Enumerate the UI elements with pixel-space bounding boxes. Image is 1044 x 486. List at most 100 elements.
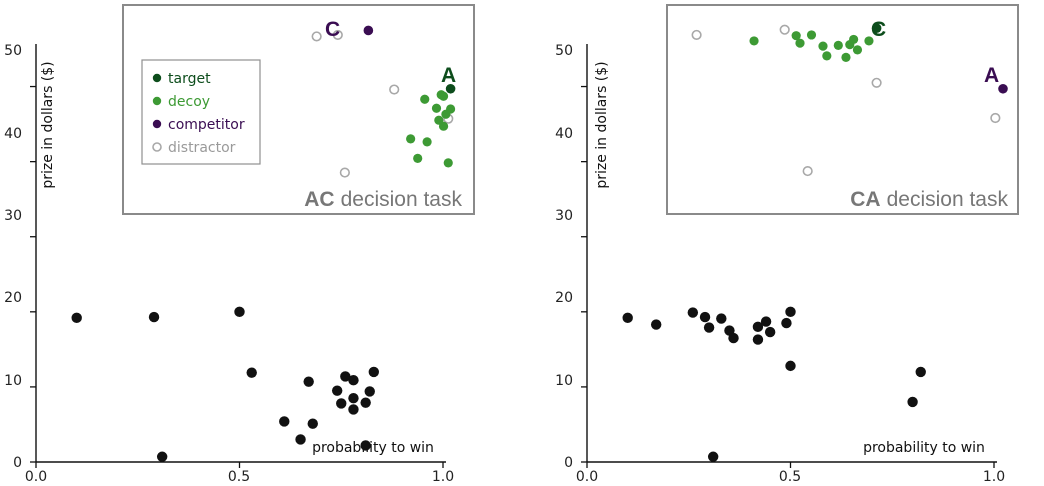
distractor-point (311, 31, 322, 42)
data-point (364, 386, 375, 397)
data-point (650, 319, 662, 330)
decoy-point (438, 91, 449, 101)
x-tick-label: 1.0 (983, 469, 1005, 485)
data-point (234, 306, 245, 318)
decoy-point (833, 40, 843, 51)
scatter-points (622, 306, 926, 462)
target-point (445, 83, 456, 94)
axis-ticks (30, 85, 444, 468)
inset-ca: C A CA decision task (666, 4, 1019, 215)
data-point (622, 312, 633, 324)
legend-competitor-marker (152, 119, 162, 129)
y-tick-label: 30 (555, 208, 573, 224)
decoy-point (806, 30, 817, 40)
data-point (348, 374, 359, 386)
data-point (728, 332, 739, 344)
y-tick-label: 0 (564, 455, 573, 471)
competitor-point (363, 25, 374, 36)
data-point (707, 451, 719, 462)
data-point (687, 307, 699, 318)
data-point (785, 360, 796, 372)
scatter-points (71, 306, 380, 462)
task-rest: decision task (341, 188, 463, 211)
data-point (752, 321, 764, 333)
decoy-point (443, 158, 453, 168)
decoy-point (791, 31, 801, 41)
x-axis-label: probability to win (312, 440, 434, 456)
decoy-point (413, 153, 423, 163)
data-point (760, 316, 772, 327)
task-rest: decision task (887, 188, 1009, 211)
inset-title: AC decision task (304, 188, 462, 211)
data-point (368, 366, 380, 378)
y-tick-label: 20 (4, 290, 22, 306)
x-tick-label: 0.0 (576, 469, 598, 485)
distractor-point (389, 84, 400, 95)
tick-labels: 0.0 0.5 1.0 0 10 20 30 40 50 (555, 43, 1005, 485)
task-code: AC (304, 188, 334, 211)
distractor-point (332, 29, 343, 41)
panel-ac: 0.0 0.5 1.0 0 10 20 30 40 50 prize in do… (4, 4, 475, 485)
y-tick-label: 10 (4, 373, 22, 389)
data-point (915, 366, 926, 378)
decoy-point (864, 36, 874, 46)
data-point (279, 416, 290, 427)
legend-distractor-marker (152, 142, 162, 152)
axis-ticks (581, 85, 995, 468)
y-tick-label: 30 (4, 208, 22, 224)
y-tick-label: 50 (555, 43, 573, 59)
data-point (295, 434, 306, 445)
data-point (764, 326, 776, 338)
decoy-point (438, 121, 449, 131)
y-tick-label: 10 (555, 373, 573, 389)
data-point (156, 451, 168, 462)
data-point (907, 396, 918, 408)
distractor-point (339, 167, 350, 178)
legend-target-marker (152, 73, 162, 83)
data-point (360, 397, 371, 408)
decoy-point (749, 36, 759, 46)
y-axis-label: prize in dollars ($) (40, 61, 56, 188)
data-point (781, 317, 792, 329)
distractor-point (691, 29, 702, 41)
data-point (699, 311, 711, 323)
label-a: A (441, 64, 456, 87)
decoy-point (849, 34, 859, 45)
data-point (303, 376, 314, 387)
data-point (716, 313, 727, 324)
distractor-point (802, 165, 813, 177)
inset-title: CA decision task (850, 188, 1008, 211)
inset-points (311, 25, 456, 178)
distractor-point (990, 112, 1001, 124)
y-tick-label: 50 (4, 43, 22, 59)
data-point (246, 367, 257, 378)
inset-points (691, 23, 1008, 177)
decoy-point (795, 38, 805, 48)
legend-target-label: target (168, 71, 211, 87)
x-axis-label: probability to win (863, 440, 985, 456)
legend-decoy-label: decoy (168, 94, 210, 110)
y-tick-label: 20 (555, 290, 573, 306)
data-point (331, 385, 343, 396)
x-tick-label: 0.5 (779, 469, 801, 485)
inset-ac: target decoy competitor distractor A C A… (122, 4, 475, 215)
data-point (360, 440, 371, 451)
decoy-point (406, 134, 416, 144)
x-tick-label: 0.5 (228, 469, 250, 485)
legend-decoy-marker (152, 96, 162, 106)
data-point (336, 398, 347, 409)
data-point (340, 371, 351, 382)
data-point (348, 404, 359, 415)
data-point (71, 312, 82, 324)
decoy-point (446, 104, 456, 114)
y-tick-label: 40 (4, 126, 22, 142)
x-tick-label: 0.0 (25, 469, 47, 485)
label-c: C (325, 18, 340, 41)
panel-ca: 0.0 0.5 1.0 0 10 20 30 40 50 prize in do… (555, 4, 1019, 485)
decoy-point (852, 45, 863, 55)
x-tick-label: 1.0 (432, 469, 454, 485)
decoy-point (422, 137, 432, 147)
y-tick-label: 40 (555, 126, 573, 142)
data-point (703, 322, 715, 333)
y-tick-label: 0 (13, 455, 22, 471)
